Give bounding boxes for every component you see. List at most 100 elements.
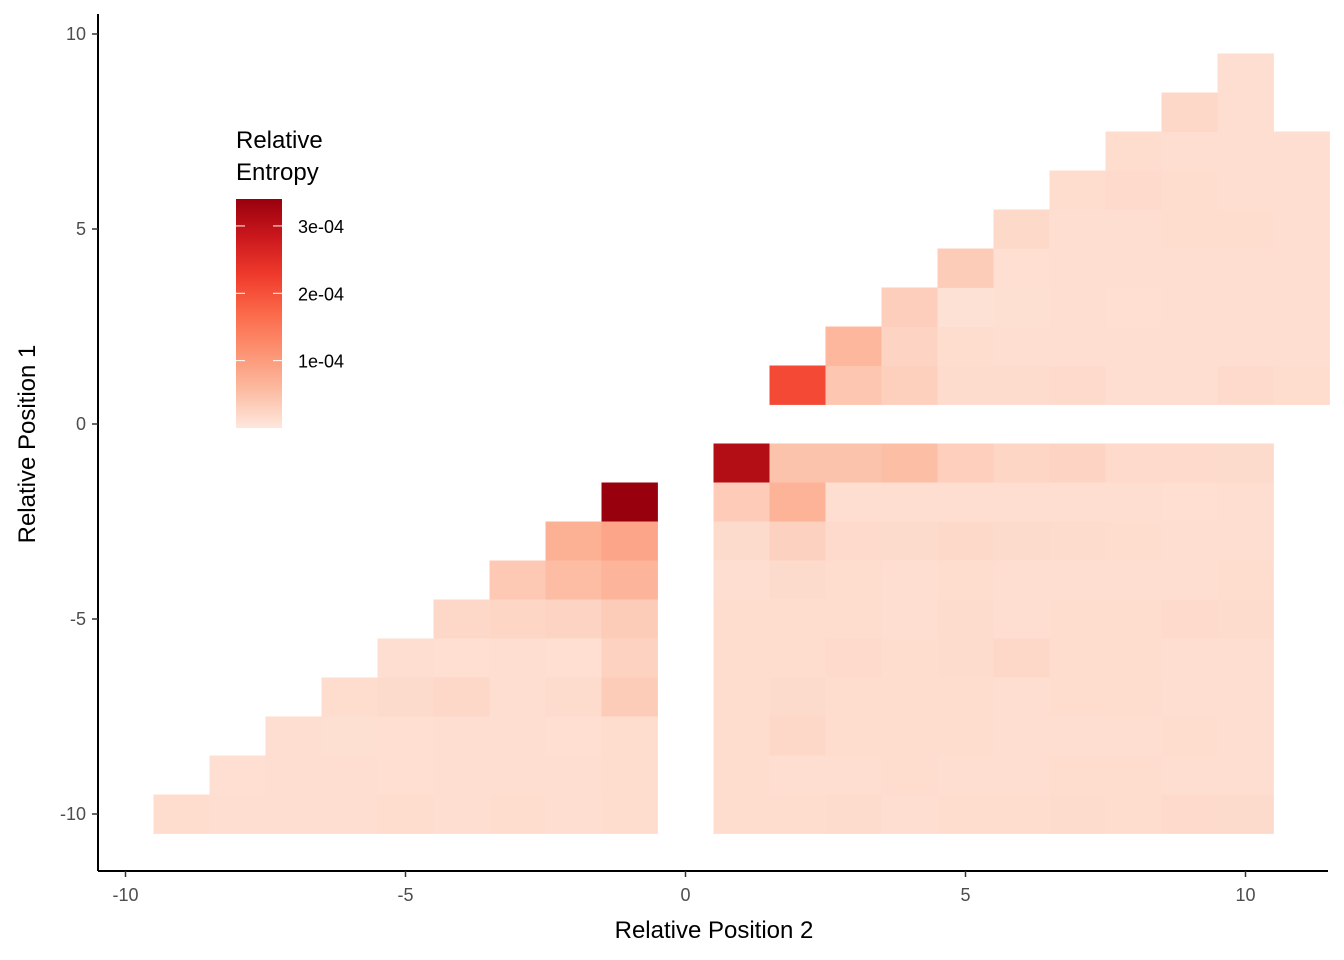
heatmap-cell <box>1049 170 1106 210</box>
heatmap-cell <box>1049 677 1106 717</box>
heatmap-cell <box>1217 599 1274 639</box>
heatmap-cell <box>1105 326 1162 366</box>
heatmap-cell <box>1049 638 1106 678</box>
heatmap-cell <box>993 638 1050 678</box>
heatmap-cell <box>1273 170 1330 210</box>
heatmap-cell <box>937 326 994 366</box>
heatmap-cell <box>881 521 938 561</box>
heatmap-cell <box>1161 794 1218 834</box>
heatmap-cell <box>881 287 938 327</box>
heatmap-cell <box>1105 248 1162 288</box>
heatmap-cell <box>1105 677 1162 717</box>
heatmap-cell <box>433 638 490 678</box>
heatmap-cell <box>937 287 994 327</box>
heatmap-cell <box>881 677 938 717</box>
heatmap-cell <box>881 560 938 600</box>
heatmap-cell <box>1217 716 1274 756</box>
heatmap-cell <box>433 677 490 717</box>
heatmap-cell <box>937 443 994 483</box>
heatmap-cell <box>825 638 882 678</box>
heatmap-cell <box>1217 521 1274 561</box>
heatmap-cell <box>1273 287 1330 327</box>
heatmap-cell <box>1105 170 1162 210</box>
heatmap-cell <box>265 794 322 834</box>
heatmap-cell <box>433 755 490 795</box>
heatmap-cell <box>825 326 882 366</box>
heatmap-cell <box>713 482 770 522</box>
heatmap-cell <box>993 482 1050 522</box>
heatmap-cell <box>1217 638 1274 678</box>
heatmap-cell <box>881 443 938 483</box>
heatmap-cell <box>601 677 658 717</box>
heatmap-cell <box>769 443 826 483</box>
legend-tick-label: 2e-04 <box>298 284 344 304</box>
heatmap-cell <box>265 716 322 756</box>
heatmap-cell <box>993 365 1050 405</box>
heatmap-cell <box>1273 131 1330 171</box>
heatmap-cell <box>209 794 266 834</box>
y-tick-label: 0 <box>76 414 86 434</box>
heatmap-cell <box>1105 521 1162 561</box>
heatmap-cell <box>489 755 546 795</box>
heatmap-cell <box>825 677 882 717</box>
x-tick-label: 10 <box>1235 885 1255 905</box>
heatmap-cell <box>1105 365 1162 405</box>
heatmap-cell <box>1273 248 1330 288</box>
heatmap-cell <box>881 716 938 756</box>
heatmap-cell <box>881 755 938 795</box>
heatmap-cell <box>825 521 882 561</box>
heatmap-cell <box>601 716 658 756</box>
heatmap-cell <box>993 755 1050 795</box>
heatmap-cell <box>713 521 770 561</box>
x-tick-label: 5 <box>960 885 970 905</box>
heatmap-cell <box>1217 131 1274 171</box>
heatmap-cell <box>1161 599 1218 639</box>
heatmap-cell <box>1217 560 1274 600</box>
heatmap-cell <box>1161 209 1218 249</box>
heatmap-cell <box>1161 365 1218 405</box>
heatmap-cell <box>713 755 770 795</box>
heatmap-cell <box>1217 482 1274 522</box>
heatmap-cell <box>1049 248 1106 288</box>
heatmap-cell <box>1105 716 1162 756</box>
heatmap-cell <box>1217 209 1274 249</box>
heatmap-cell <box>1161 170 1218 210</box>
heatmap-cell <box>321 794 378 834</box>
heatmap-cell <box>1273 365 1330 405</box>
legend: Relative Entropy 3e-04 2e-04 1e-04 <box>236 127 344 428</box>
heatmap-cell <box>1217 92 1274 132</box>
heatmap-cell <box>881 794 938 834</box>
heatmap-cell <box>1217 248 1274 288</box>
heatmap-cell <box>1161 521 1218 561</box>
heatmap-cell <box>545 638 602 678</box>
heatmap-cell <box>1105 209 1162 249</box>
heatmap-cell <box>769 755 826 795</box>
heatmap-cell <box>1217 755 1274 795</box>
heatmap-cell <box>545 560 602 600</box>
heatmap-cell <box>993 560 1050 600</box>
heatmap-cell <box>769 716 826 756</box>
heatmap-cell <box>881 599 938 639</box>
heatmap-cell <box>1105 599 1162 639</box>
heatmap-cell <box>1161 443 1218 483</box>
heatmap-cell <box>1049 365 1106 405</box>
legend-tick-label: 1e-04 <box>298 352 344 372</box>
heatmap-cell <box>769 638 826 678</box>
heatmap-cell <box>825 716 882 756</box>
x-tick-label: -5 <box>397 885 413 905</box>
heatmap-cell <box>937 794 994 834</box>
heatmap-cell <box>209 755 266 795</box>
heatmap-cell <box>993 677 1050 717</box>
heatmap-cell <box>993 599 1050 639</box>
heatmap-cell <box>489 560 546 600</box>
heatmap-cell <box>1217 443 1274 483</box>
legend-colorbar <box>236 199 282 428</box>
heatmap-cell <box>1049 716 1106 756</box>
heatmap-cell <box>1105 287 1162 327</box>
heatmap-cell <box>713 794 770 834</box>
heatmap-cell <box>489 677 546 717</box>
heatmap-cell <box>433 599 490 639</box>
heatmap-cell <box>489 638 546 678</box>
heatmap-cell <box>993 209 1050 249</box>
heatmap-cell <box>993 794 1050 834</box>
